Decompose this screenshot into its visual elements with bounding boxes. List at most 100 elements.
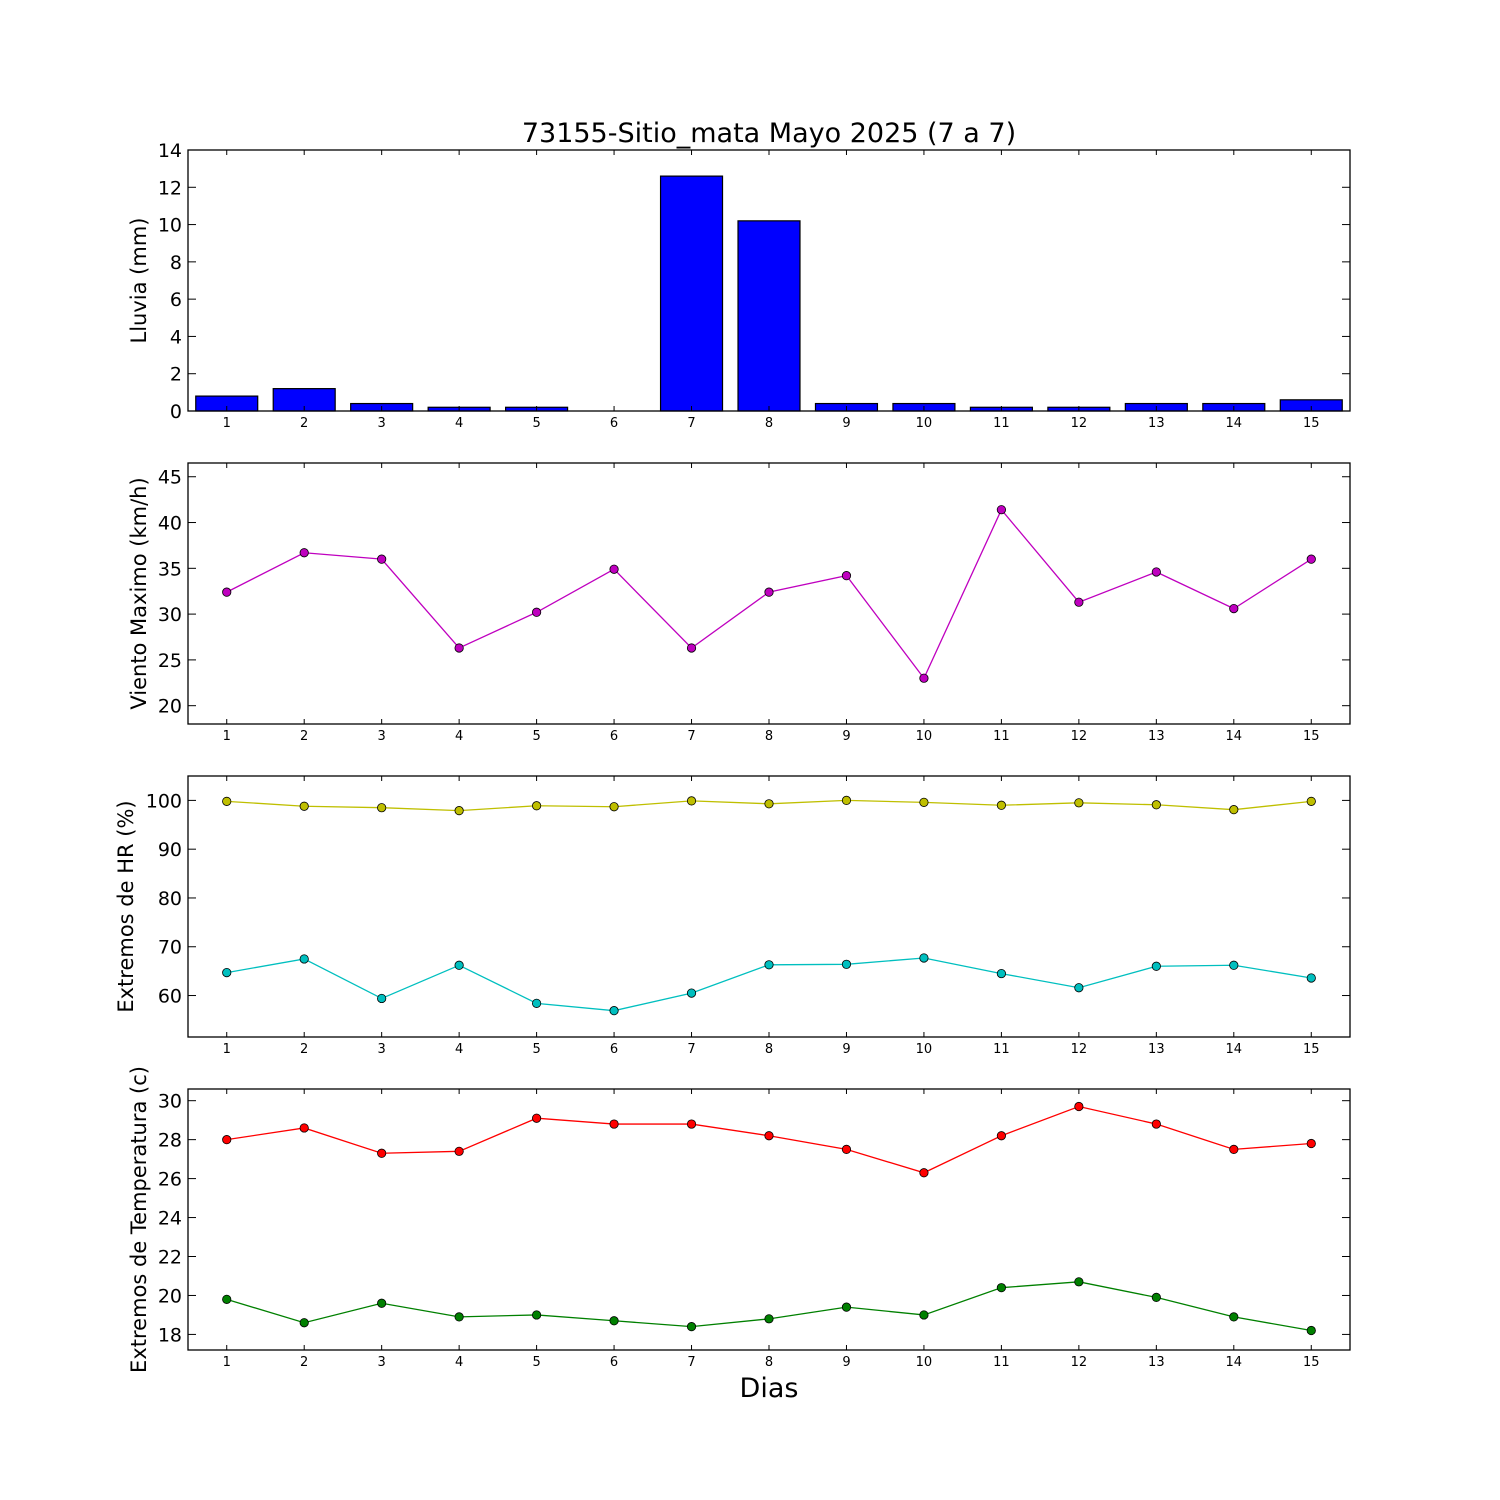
series-1-point-day-14	[1229, 805, 1239, 815]
x-tick-label: 4	[455, 1042, 463, 1057]
series-1-point-day-8	[764, 587, 774, 597]
x-tick-label: 11	[993, 729, 1010, 744]
series-2-point-day-12	[1074, 1277, 1084, 1287]
series-2-point-day-10	[919, 1310, 929, 1320]
x-tick-label: 14	[1226, 416, 1243, 431]
panel-3: 1 2 3 4 5 6 7 8 9 10 11 12 13 14 1560708090100Extremos…	[114, 775, 1351, 1057]
x-tick-label: 8	[765, 729, 773, 744]
series-1-point-day-2	[299, 1123, 309, 1133]
series-1-point-day-4	[454, 643, 464, 653]
series-2-point-day-8	[764, 1314, 774, 1324]
series-1-point-day-10	[919, 673, 929, 683]
x-axis-label: Dias	[740, 1373, 799, 1404]
series-2-point-day-9	[841, 959, 852, 969]
series-2-point-day-7	[686, 988, 697, 998]
x-tick-label: 11	[993, 416, 1010, 431]
series-2-point-day-1	[222, 1294, 232, 1304]
series-1-point-day-5	[531, 607, 542, 617]
x-tick-label: 4	[455, 416, 463, 431]
series-1-point-day-4	[454, 806, 464, 816]
x-tick-label: 2	[300, 1355, 308, 1370]
series-2-point-day-1	[222, 968, 232, 978]
series-1-point-day-7	[686, 1119, 697, 1129]
x-tick-label: 13	[1148, 729, 1165, 744]
x-tick-label: 10	[916, 1042, 933, 1057]
y-tick-label: 18	[158, 1324, 182, 1346]
series-1-point-day-9	[841, 795, 852, 805]
y-axis-label: Extremos de Temperatura (c)	[127, 1066, 151, 1373]
y-tick-label: 30	[158, 604, 182, 626]
series-1-point-day-15	[1306, 554, 1316, 564]
series-1-point-day-1	[222, 796, 232, 806]
series-1-point-day-6	[609, 564, 619, 574]
x-tick-label: 14	[1226, 1355, 1243, 1370]
x-tick-label: 1	[223, 416, 231, 431]
series-1-point-day-3	[377, 554, 387, 564]
series-1-point-day-3	[377, 1148, 387, 1158]
y-tick-label: 45	[158, 467, 182, 489]
series-2-point-day-5	[531, 998, 542, 1008]
x-tick-label: 9	[842, 1042, 850, 1057]
x-tick-label: 1	[223, 1042, 231, 1057]
series-1-point-day-13	[1151, 800, 1161, 810]
x-tick-label: 9	[842, 1355, 850, 1370]
series-2-point-day-2	[299, 954, 309, 964]
series-2-point-day-11	[996, 968, 1007, 979]
series-1-point-day-13	[1151, 567, 1161, 577]
series-2-point-day-4	[454, 1312, 464, 1322]
y-tick-label: 4	[170, 326, 182, 348]
series-2-point-day-13	[1151, 1292, 1161, 1303]
x-tick-label: 5	[532, 1042, 540, 1057]
x-tick-label: 13	[1148, 1042, 1165, 1057]
x-tick-label: 3	[378, 416, 386, 431]
x-tick-label: 15	[1303, 1042, 1320, 1057]
x-tick-label: 10	[916, 1355, 933, 1370]
x-tick-label: 6	[610, 416, 618, 431]
x-tick-label: 8	[765, 1042, 773, 1057]
series-1-point-day-12	[1074, 1101, 1084, 1112]
series-1-point-day-8	[764, 1131, 774, 1141]
series-1-point-day-14	[1229, 604, 1239, 614]
x-tick-label: 3	[378, 1042, 386, 1057]
series-1-point-day-8	[764, 799, 774, 809]
x-tick-label: 12	[1071, 1355, 1088, 1370]
series-1-point-day-2	[299, 548, 309, 558]
series-1-point-day-1	[222, 587, 232, 597]
y-tick-label: 12	[158, 177, 182, 199]
bar-day-7	[659, 175, 724, 412]
x-tick-label: 2	[300, 1042, 308, 1057]
x-tick-label: 10	[916, 729, 933, 744]
series-1-point-day-5	[531, 1113, 542, 1123]
x-tick-label: 11	[993, 1042, 1010, 1057]
series-1-point-day-12	[1074, 597, 1084, 607]
y-tick-label: 6	[170, 289, 182, 311]
x-tick-label: 2	[300, 729, 308, 744]
series-2-point-day-6	[609, 1006, 619, 1016]
x-tick-label: 6	[610, 1042, 618, 1057]
y-axis-label: Extremos de HR (%)	[114, 800, 138, 1012]
y-tick-label: 40	[158, 513, 182, 535]
x-tick-label: 13	[1148, 416, 1165, 431]
x-tick-label: 12	[1071, 416, 1088, 431]
series-1-point-day-7	[686, 643, 697, 653]
series-1-point-day-1	[222, 1135, 232, 1145]
y-tick-label: 80	[158, 888, 182, 910]
x-tick-label: 14	[1226, 1042, 1243, 1057]
y-tick-label: 2	[170, 364, 182, 386]
series-1-point-day-10	[919, 1168, 929, 1178]
series-2-point-day-4	[454, 960, 464, 970]
x-tick-label: 8	[765, 1355, 773, 1370]
y-tick-label: 35	[158, 558, 182, 580]
x-tick-label: 2	[300, 416, 308, 431]
y-tick-label: 24	[158, 1208, 182, 1230]
x-tick-label: 12	[1071, 729, 1088, 744]
y-tick-label: 14	[158, 140, 182, 162]
y-tick-label: 100	[146, 790, 182, 812]
y-tick-label: 20	[158, 1285, 182, 1307]
y-tick-label: 30	[158, 1091, 182, 1113]
x-tick-label: 5	[532, 1355, 540, 1370]
x-tick-label: 3	[378, 729, 386, 744]
x-tick-label: 7	[687, 729, 695, 744]
